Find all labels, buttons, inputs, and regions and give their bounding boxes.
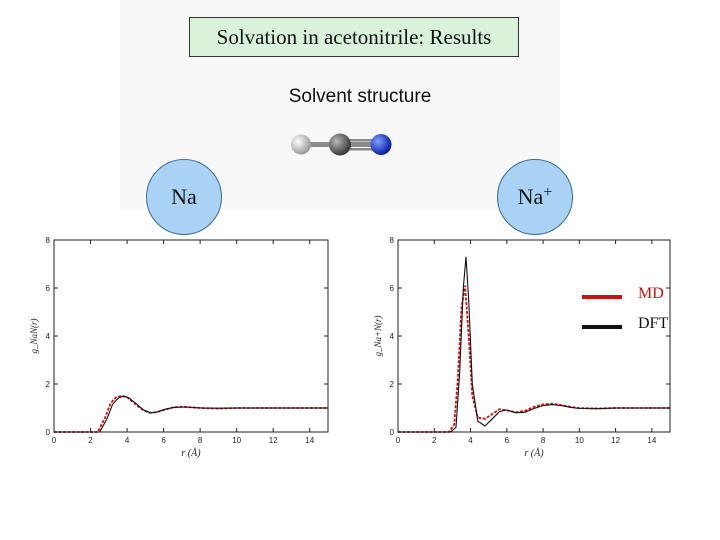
legend-line-dft [582,325,622,329]
x-tick-label: 6 [505,436,510,445]
series-line-dft [54,395,328,433]
sodium-ion-charge: + [543,184,553,201]
x-tick-label: 6 [161,436,166,445]
legend-item-dft: DFT [580,315,690,337]
x-tick-label: 8 [198,436,203,445]
x-tick-label: 4 [468,436,473,445]
x-tick-label: 2 [88,436,93,445]
x-tick-label: 2 [432,436,437,445]
y-tick-label: 2 [390,380,395,389]
carbon-atom-icon [329,133,351,156]
x-axis-label: r (Å) [524,447,544,459]
x-tick-label: 0 [396,436,401,445]
x-tick-label: 4 [125,436,130,445]
y-tick-label: 6 [390,284,395,293]
acetonitrile-molecule-icon [291,133,392,156]
series-line-dft [398,256,670,433]
y-tick-label: 8 [390,236,395,245]
rdf-plot-cation: 0 2 4 6 8 10 12 14 0 2 4 6 8 r (Å) g_Na+N(r) [373,236,671,459]
x-tick-label: 12 [611,436,620,445]
y-tick-label: 4 [390,332,395,341]
x-tick-label: 14 [305,436,314,445]
sodium-ion-label: Na [517,184,544,209]
y-axis-label: g_Na+N(r) [373,315,383,356]
nitrogen-atom-icon [370,134,392,155]
sodium-atom-circle: Na [146,159,222,235]
x-tick-label: 10 [232,436,241,445]
bond-triple-bottom [345,148,375,151]
legend-line-md [582,295,622,299]
legend: MD DFT [580,285,690,335]
hydrogen-atom-icon [291,134,311,155]
y-tick-label: 2 [46,380,51,389]
slide-title: Solvation in acetonitrile: Results [189,17,519,57]
bond-triple-top [345,139,375,142]
y-tick-label: 8 [46,236,51,245]
x-tick-label: 12 [269,436,278,445]
y-tick-label: 0 [46,428,51,437]
section-subtitle: Solvent structure [288,86,432,107]
x-tick-label: 10 [575,436,584,445]
legend-label-md: MD [638,285,664,302]
slide-title-text: Solvation in acetonitrile: Results [216,24,492,49]
y-axis-label: g_NaN(r) [29,318,39,353]
sodium-ion-circle: Na + [497,159,573,235]
rdf-plot-neutral: 0 2 4 6 8 10 12 14 0 2 4 6 8 r (Å) g_NaN(r) [29,236,329,459]
series-line-md [54,395,328,433]
y-tick-label: 6 [46,284,51,293]
y-tick-label: 0 [390,428,395,437]
legend-item-md: MD [580,285,690,307]
x-tick-label: 14 [647,436,656,445]
legend-label-dft: DFT [638,315,669,332]
x-tick-label: 8 [541,436,546,445]
plot-frame [53,239,329,433]
sodium-atom-label: Na [171,184,197,209]
x-axis-label: r (Å) [181,447,201,459]
y-tick-label: 4 [46,332,51,341]
x-tick-label: 0 [52,436,57,445]
